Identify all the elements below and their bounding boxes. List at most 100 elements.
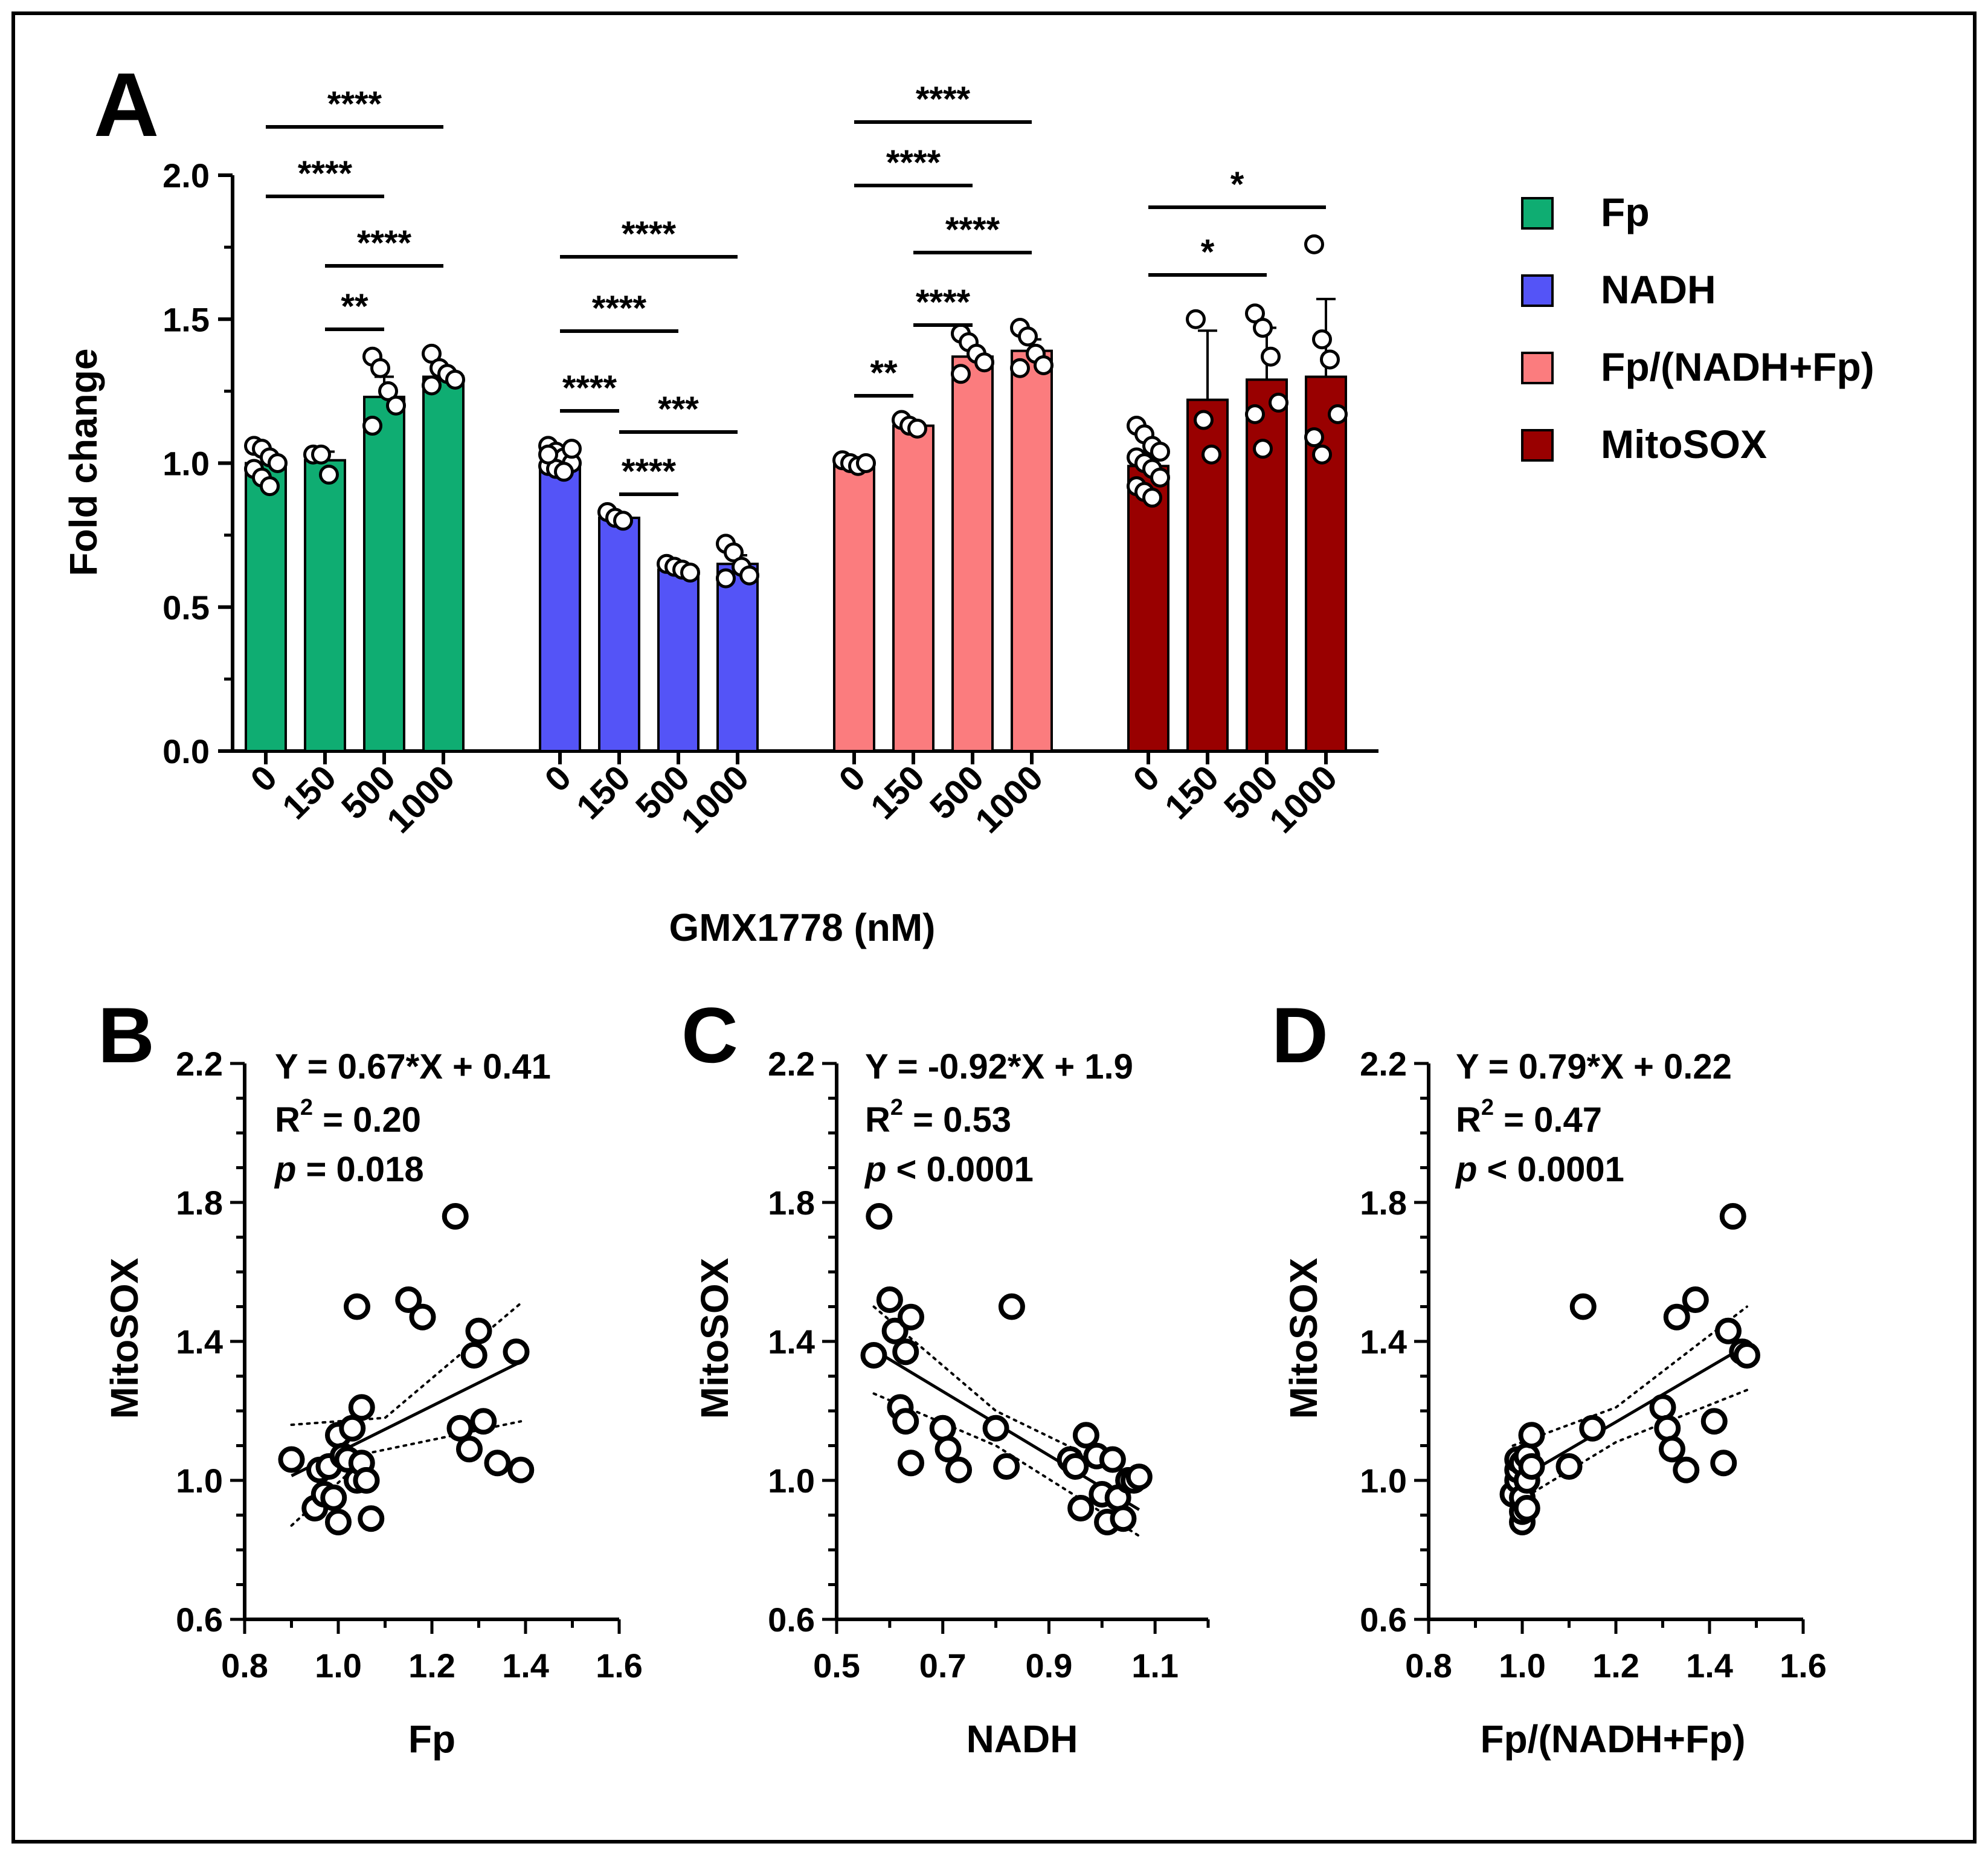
significance-label: **** [622,452,677,491]
significance-label: *** [658,390,699,429]
scatter-point [892,1338,919,1366]
data-point [370,358,390,378]
confidence-band-lower [1511,1389,1748,1506]
panel-b: B Y = 0.67*X + 0.41 R2 = 0.20 p = 0.018 … [98,991,643,1761]
panel-b-xlabel: Fp [408,1717,455,1761]
regression-line [1512,1344,1748,1484]
panel-a-bars: ****************************************… [244,80,1348,753]
bar-fp-150 [304,459,346,752]
significance-label: **** [886,143,941,182]
scatter-point [320,1484,347,1511]
panel-a-ylabel: Fold change [62,349,105,576]
ytick-label: 0.6 [1360,1601,1407,1639]
scatter-point [1715,1317,1742,1344]
significance-label: **** [916,80,971,119]
significance-label: **** [357,224,412,263]
data-point [716,568,736,589]
ytick-label: 1.0 [176,1462,223,1500]
data-point [386,395,406,416]
legend-label: NADH [1601,267,1716,312]
scatter-point [1719,1203,1746,1230]
panel-d-r-value: = 0.47 [1494,1100,1602,1140]
data-point [1253,318,1273,338]
data-point [554,462,574,482]
scatter-point [1710,1450,1737,1477]
significance-label: **** [562,369,617,408]
bar-fp-nadh-fp--0 [833,462,875,752]
panel-label-b: B [98,991,155,1079]
significance-label: **** [327,85,382,124]
scatter-point [1125,1463,1153,1491]
bar-fp-nadh-fp--500 [951,355,994,752]
ytick-label: 1.0 [768,1462,815,1500]
panel-b-equation: Y = 0.67*X + 0.41 [275,1047,551,1086]
scatter-point [325,1509,352,1535]
data-point [613,511,633,531]
panel-c-r-label: R [865,1100,890,1140]
data-point [268,453,288,473]
legend-label: Fp/(NADH+Fp) [1601,344,1874,389]
panel-label-c: C [681,991,738,1079]
bar-nadh-500 [657,568,700,752]
scatter-point [998,1293,1025,1320]
data-point [1312,329,1332,350]
data-point [1201,444,1221,465]
panel-b-r-label: R [275,1100,300,1140]
ytick-label: 0.6 [176,1601,223,1639]
panel-d-plot: 0.6 1.0 1.4 1.8 2.2 0.8 1.0 1.2 1.4 1.6 [1360,1045,1827,1685]
panel-b-p-label: p [274,1150,296,1189]
significance-label: * [1201,233,1215,272]
data-point [1312,444,1332,465]
scatter-point [1682,1286,1709,1313]
data-point [1150,467,1170,488]
panel-d-p-label: p [1455,1150,1477,1189]
figure-frame [11,11,1977,1844]
panel-d-equation: Y = 0.79*X + 0.22 [1456,1047,1732,1086]
scatter-point [358,1505,385,1532]
scatter-point [892,1408,919,1435]
data-point [1304,427,1324,448]
panel-b-p-text: = 0.018 [296,1150,423,1189]
scatter-point [1700,1408,1728,1435]
ytick-label: 1.0 [1360,1462,1407,1500]
scatter-point [1569,1293,1597,1320]
bar-nadh-1000 [716,563,759,753]
scatter-point [470,1408,497,1435]
scatter-point [876,1286,903,1313]
xtick-label: 1.2 [1592,1647,1639,1685]
significance-label: * [1230,165,1244,204]
panel-c-r-value: = 0.53 [903,1100,1011,1140]
scatter-point [442,1203,469,1230]
scatter-point [1062,1453,1089,1480]
data-point [1320,349,1340,370]
data-point [260,476,280,497]
scatter-point [446,1415,474,1442]
panel-c-p-text: < 0.0001 [886,1150,1034,1189]
scatter-point [1663,1303,1690,1331]
significance-label: **** [622,215,677,254]
xtick-label: 0.7 [919,1647,967,1685]
data-point [1010,358,1030,378]
panel-d-r-squared: R2 = 0.47 [1456,1095,1602,1140]
bar-nadh-0 [539,462,581,752]
scatter-point [484,1450,511,1477]
panel-a-ytick-label: 0.5 [162,589,210,627]
bar-nadh-150 [598,517,640,752]
legend-swatch-fp [1521,197,1554,230]
scatter-point [1099,1446,1126,1473]
panel-a-ytick-label: 2.0 [162,156,210,195]
data-point [1186,309,1206,329]
scatter-point [409,1303,436,1331]
scatter-point [353,1467,380,1494]
scatter-point [465,1317,492,1344]
data-point [1018,326,1038,347]
significance-label: **** [916,283,971,322]
ytick-label: 0.6 [768,1601,815,1639]
scatter-point [1067,1495,1095,1521]
xtick-label: 1.2 [408,1647,455,1685]
xtick-label: 0.8 [221,1647,268,1685]
bar-fp-0 [245,462,287,752]
data-point [739,565,759,586]
panel-d-r-label: R [1456,1100,1481,1140]
bar-mitosox-150 [1186,398,1229,752]
